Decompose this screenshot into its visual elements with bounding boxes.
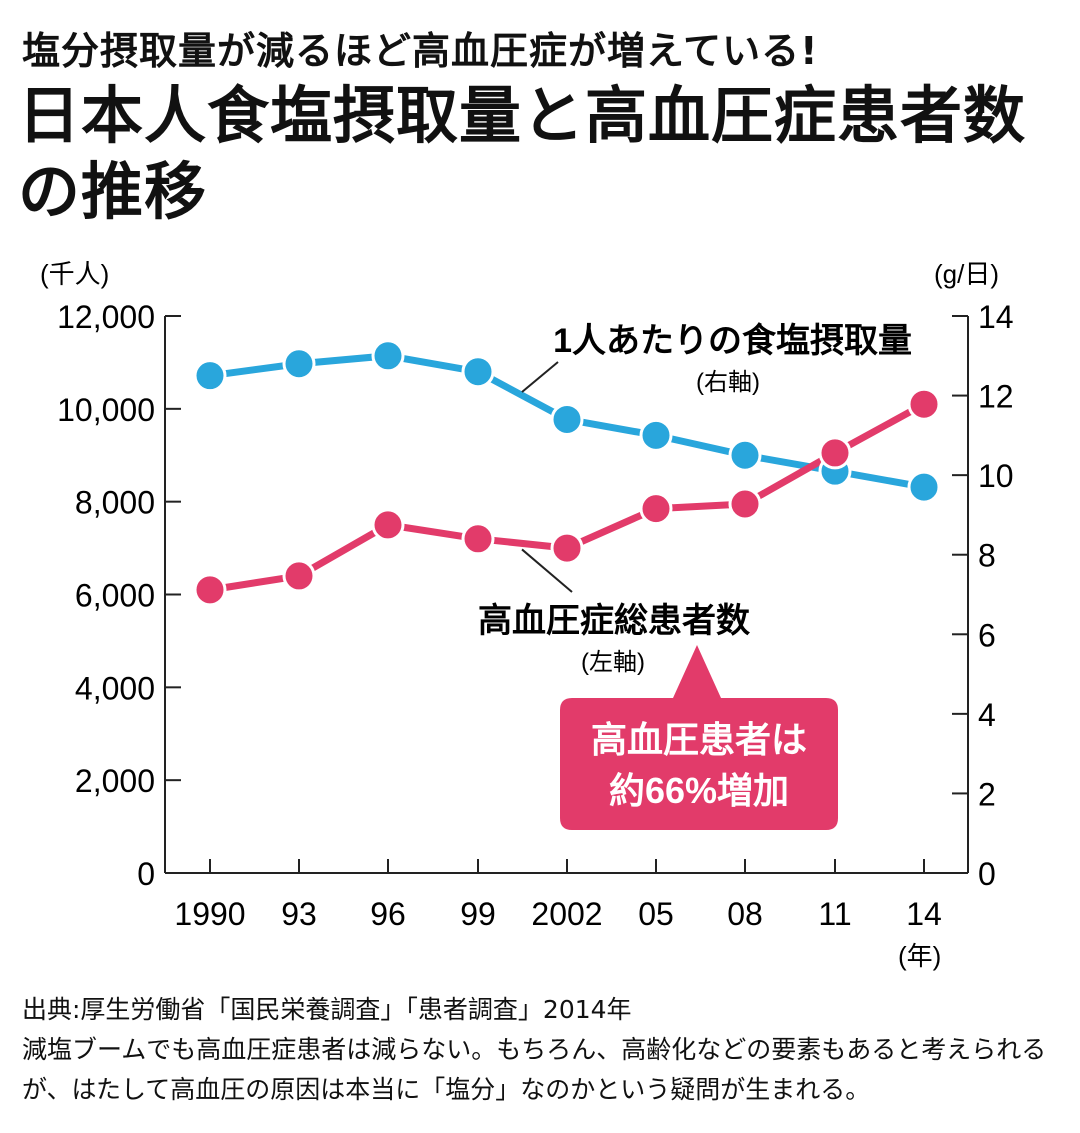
left-tick-label: 0 bbox=[137, 856, 155, 892]
data-point-salt bbox=[550, 402, 584, 436]
left-tick-label: 6,000 bbox=[75, 578, 155, 614]
data-point-patients bbox=[282, 559, 316, 593]
left-tick-label: 12,000 bbox=[57, 299, 155, 335]
right-tick-label: 6 bbox=[978, 617, 996, 653]
data-point-salt bbox=[282, 347, 316, 381]
chart-svg: 12,000 10,000 8,000 6,000 4,000 2,000 0 14 12 10 8… bbox=[40, 259, 1014, 971]
x-tick-label: 11 bbox=[818, 896, 851, 932]
data-point-patients bbox=[371, 508, 405, 542]
series-label-salt: 1人あたりの食塩摂取量 bbox=[553, 321, 912, 360]
right-axis-unit: (g/日) bbox=[934, 259, 999, 289]
left-tick-label: 4,000 bbox=[75, 670, 155, 706]
data-point-salt bbox=[461, 355, 495, 389]
data-point-patients bbox=[461, 522, 495, 556]
left-tick-label: 8,000 bbox=[75, 485, 155, 521]
series-label-patients: 高血圧症総患者数 bbox=[478, 602, 750, 640]
x-tick-label: 05 bbox=[638, 896, 674, 932]
ticks: 12,000 10,000 8,000 6,000 4,000 2,000 0 14 12 10 8… bbox=[57, 299, 1013, 932]
series-axis-label-patients: (左軸) bbox=[581, 649, 645, 676]
source-note: 出典:厚生労働省「国民栄養調査」「患者調査」2014年 bbox=[22, 995, 632, 1024]
callouts bbox=[521, 361, 573, 593]
x-tick-label: 14 bbox=[906, 896, 942, 932]
right-tick-label: 14 bbox=[978, 299, 1014, 335]
left-tick-label: 10,000 bbox=[57, 392, 155, 428]
left-axis-unit: (千人) bbox=[40, 259, 109, 289]
data-point-patients bbox=[818, 436, 852, 470]
patients-leader-line bbox=[521, 548, 573, 593]
chart-subtitle: 塩分摂取量が減るほど高血圧症が増えている! bbox=[22, 29, 819, 73]
right-tick-label: 8 bbox=[978, 538, 996, 574]
data-point-patients bbox=[639, 492, 673, 526]
x-tick-label: 93 bbox=[281, 896, 317, 932]
annotation-line-1: 高血圧患者は bbox=[591, 719, 807, 760]
data-point-patients bbox=[193, 573, 227, 607]
data-point-salt bbox=[639, 418, 673, 452]
annotation-box: 高血圧患者は 約66%増加 bbox=[560, 645, 838, 830]
series-axis-label-salt: (右軸) bbox=[696, 369, 760, 396]
right-tick-label: 4 bbox=[978, 697, 996, 733]
x-tick-label: 99 bbox=[460, 896, 496, 932]
x-axis-unit: (年) bbox=[898, 941, 941, 971]
x-tick-label: 1990 bbox=[174, 896, 245, 932]
series-points bbox=[193, 339, 941, 607]
x-tick-label: 2002 bbox=[531, 896, 602, 932]
caption-text: 減塩ブームでも高血圧症患者は減らない。もちろん、高齢化などの要素もあると考えられ… bbox=[22, 1035, 1047, 1104]
left-tick-label: 2,000 bbox=[75, 763, 155, 799]
data-point-salt bbox=[728, 438, 762, 472]
x-tick-label: 96 bbox=[370, 896, 406, 932]
salt-leader-line bbox=[521, 361, 559, 393]
data-point-patients bbox=[728, 487, 762, 521]
data-point-salt bbox=[907, 470, 941, 504]
data-point-salt bbox=[193, 359, 227, 393]
right-tick-label: 10 bbox=[978, 458, 1014, 494]
right-tick-label: 12 bbox=[978, 379, 1014, 415]
data-point-salt bbox=[371, 339, 405, 373]
chart-title: 日本人食塩摂取量と高血圧症患者数の推移 bbox=[18, 79, 1027, 228]
right-tick-label: 2 bbox=[978, 776, 996, 812]
data-point-patients bbox=[550, 531, 584, 565]
x-tick-label: 08 bbox=[727, 896, 763, 932]
annotation-shape bbox=[560, 645, 838, 830]
right-tick-label: 0 bbox=[978, 856, 996, 892]
data-point-patients bbox=[907, 387, 941, 421]
annotation-line-2: 約66%増加 bbox=[609, 770, 789, 811]
